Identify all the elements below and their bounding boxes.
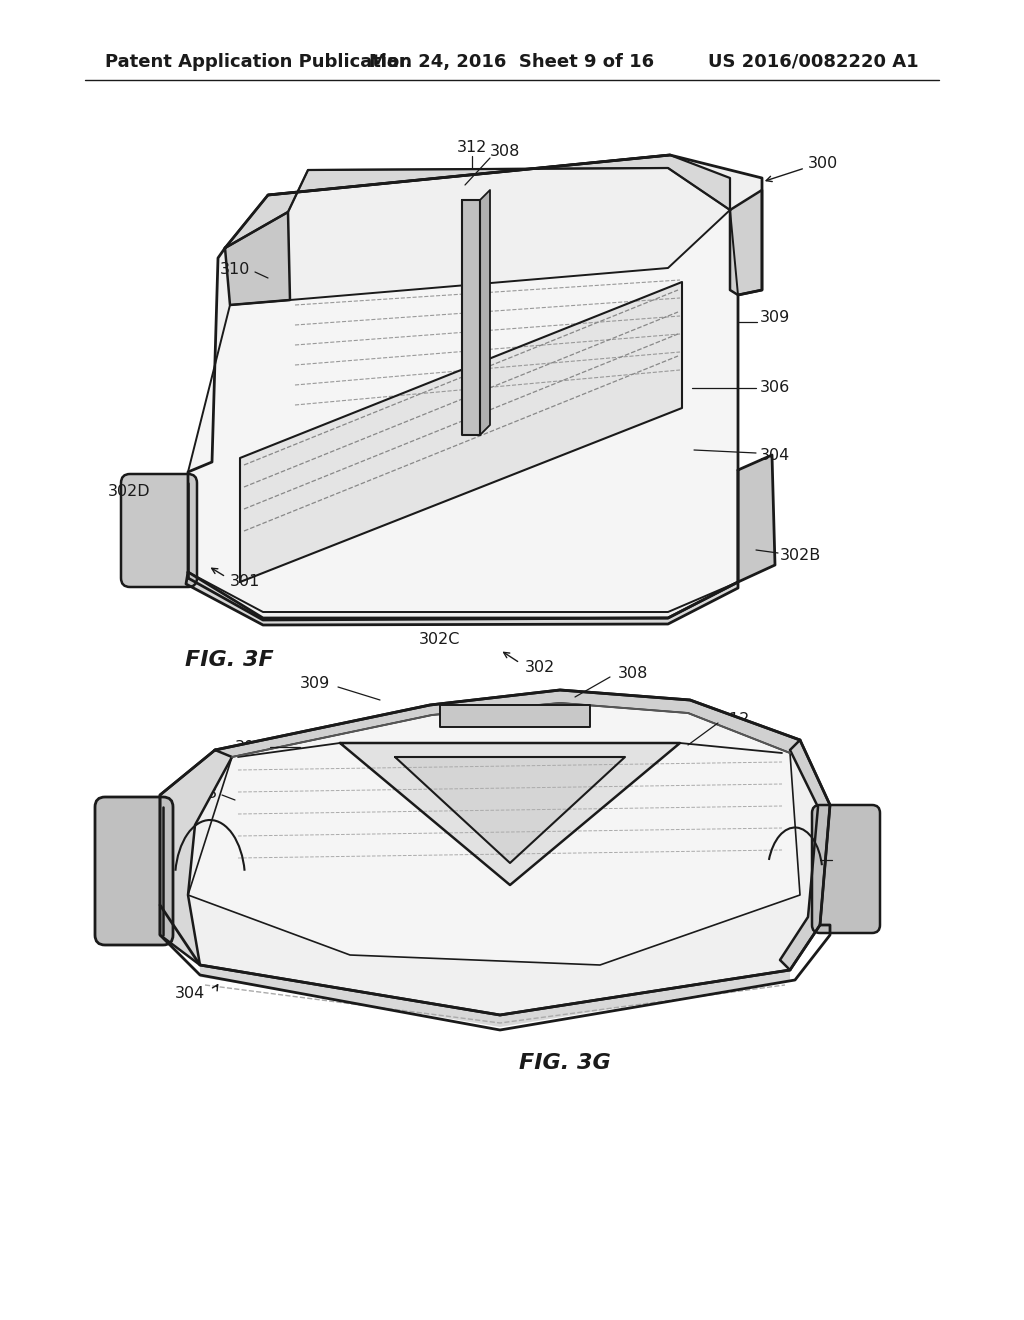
Polygon shape xyxy=(395,756,625,863)
Text: 300: 300 xyxy=(808,157,839,172)
Polygon shape xyxy=(340,743,680,884)
Polygon shape xyxy=(462,201,480,436)
FancyBboxPatch shape xyxy=(812,805,880,933)
Polygon shape xyxy=(730,190,762,294)
Polygon shape xyxy=(186,572,738,624)
FancyBboxPatch shape xyxy=(121,474,197,587)
Polygon shape xyxy=(738,455,775,582)
Text: 308: 308 xyxy=(618,665,648,681)
FancyBboxPatch shape xyxy=(95,797,173,945)
Text: FIG. 3F: FIG. 3F xyxy=(185,649,273,671)
Text: 304: 304 xyxy=(175,986,205,1001)
Polygon shape xyxy=(188,704,800,965)
Text: Patent Application Publication: Patent Application Publication xyxy=(105,53,412,71)
Text: 302: 302 xyxy=(525,660,555,676)
Polygon shape xyxy=(160,750,232,965)
Polygon shape xyxy=(160,690,830,1015)
Text: 309: 309 xyxy=(300,676,330,690)
Text: 306: 306 xyxy=(234,739,265,755)
Text: 310: 310 xyxy=(219,263,250,277)
Text: 303: 303 xyxy=(187,785,218,800)
Text: 310: 310 xyxy=(845,853,876,867)
Polygon shape xyxy=(225,154,730,248)
Text: 304: 304 xyxy=(760,447,791,462)
Polygon shape xyxy=(188,210,738,612)
Text: FIG. 3G: FIG. 3G xyxy=(519,1053,611,1073)
Text: 302B: 302B xyxy=(780,548,821,562)
Text: 312: 312 xyxy=(720,713,751,727)
Polygon shape xyxy=(440,705,590,727)
Polygon shape xyxy=(188,154,762,620)
Polygon shape xyxy=(780,741,830,970)
Text: US 2016/0082220 A1: US 2016/0082220 A1 xyxy=(709,53,919,71)
Text: 308: 308 xyxy=(489,144,520,160)
Text: 312: 312 xyxy=(457,140,487,156)
Polygon shape xyxy=(200,965,790,1027)
Text: 301: 301 xyxy=(230,574,260,590)
Text: 309: 309 xyxy=(760,310,791,326)
Polygon shape xyxy=(225,213,290,305)
Text: 302C: 302C xyxy=(419,632,461,648)
Text: 302D: 302D xyxy=(108,484,150,499)
Polygon shape xyxy=(240,282,682,582)
Polygon shape xyxy=(215,690,800,756)
Text: Mar. 24, 2016  Sheet 9 of 16: Mar. 24, 2016 Sheet 9 of 16 xyxy=(370,53,654,71)
Polygon shape xyxy=(480,190,490,436)
Text: 306: 306 xyxy=(760,380,791,396)
